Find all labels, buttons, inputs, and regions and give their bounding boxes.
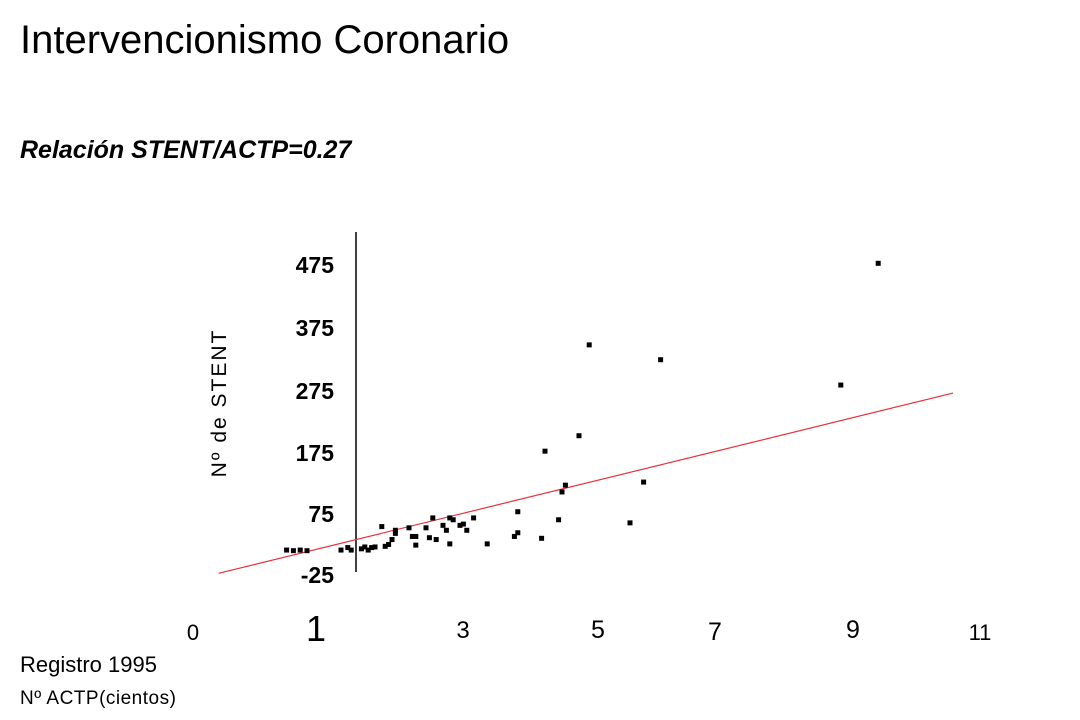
x-tick-label: 0 xyxy=(187,620,199,645)
y-tick-label: 75 xyxy=(308,501,334,527)
page-subtitle: Relación STENT/ACTP=0.27 xyxy=(20,136,352,164)
data-point xyxy=(559,489,565,495)
data-point xyxy=(447,541,453,547)
data-point xyxy=(362,544,368,550)
data-point xyxy=(641,479,647,485)
y-tick-label: 175 xyxy=(296,440,335,466)
data-point xyxy=(511,533,517,539)
data-point xyxy=(369,545,375,551)
data-point xyxy=(875,260,881,266)
data-point xyxy=(290,548,296,554)
trend-line xyxy=(218,392,954,574)
data-point xyxy=(447,515,453,521)
x-tick-label: 5 xyxy=(591,616,605,644)
data-point xyxy=(423,525,429,531)
data-point xyxy=(409,533,415,539)
data-point xyxy=(392,530,398,536)
data-point xyxy=(484,541,490,547)
data-point xyxy=(348,547,354,553)
data-point xyxy=(433,537,439,543)
data-point xyxy=(562,482,568,488)
page-title: Intervencionismo Coronario xyxy=(20,18,510,62)
data-point xyxy=(838,382,844,388)
data-points xyxy=(284,260,881,554)
data-point xyxy=(627,520,633,526)
data-point xyxy=(443,527,449,533)
data-point xyxy=(284,547,290,553)
data-point xyxy=(464,527,470,533)
data-point xyxy=(586,342,592,348)
data-point xyxy=(297,547,303,553)
y-axis-title: Nº de STENT xyxy=(208,329,231,478)
data-point xyxy=(471,515,477,521)
x-tick-labels: 0 1 3 5 7 9 11 xyxy=(187,608,992,649)
x-tick-label: 3 xyxy=(456,617,469,644)
data-point xyxy=(457,522,463,528)
data-point xyxy=(389,537,395,543)
data-point xyxy=(576,433,582,439)
data-point xyxy=(338,547,344,553)
data-point xyxy=(430,515,436,521)
data-point xyxy=(539,535,545,541)
data-point xyxy=(413,542,419,548)
x-tick-label: 11 xyxy=(969,620,992,645)
data-point xyxy=(372,544,378,550)
data-point xyxy=(358,546,364,552)
data-point xyxy=(515,530,521,536)
data-point xyxy=(406,525,412,531)
data-point xyxy=(386,541,392,547)
data-point xyxy=(345,545,351,551)
y-tick-label: 275 xyxy=(296,378,335,404)
data-point xyxy=(379,524,385,530)
data-point xyxy=(413,533,419,539)
x-tick-label: 7 xyxy=(708,618,722,646)
y-tick-label: 375 xyxy=(296,315,335,341)
y-tick-labels: 475 375 275 175 75 -25 xyxy=(296,252,335,588)
data-point xyxy=(382,543,388,549)
data-point xyxy=(365,547,371,553)
y-tick-label: -25 xyxy=(301,562,334,588)
data-point xyxy=(460,521,466,527)
data-point xyxy=(440,522,446,528)
data-point xyxy=(556,517,562,523)
x-axis-label: Nº ACTP(cientos) xyxy=(20,688,177,709)
data-point xyxy=(392,527,398,533)
trend-line-group xyxy=(218,392,954,574)
x-tick-label: 9 xyxy=(846,616,860,644)
data-point xyxy=(450,517,456,523)
data-point xyxy=(542,448,548,454)
data-point xyxy=(304,548,310,554)
data-point xyxy=(515,509,521,515)
data-point xyxy=(658,357,664,363)
y-tick-label: 475 xyxy=(296,252,335,278)
x-tick-label: 1 xyxy=(306,608,326,649)
data-point xyxy=(426,535,432,541)
registry-label: Registro 1995 xyxy=(20,652,157,677)
